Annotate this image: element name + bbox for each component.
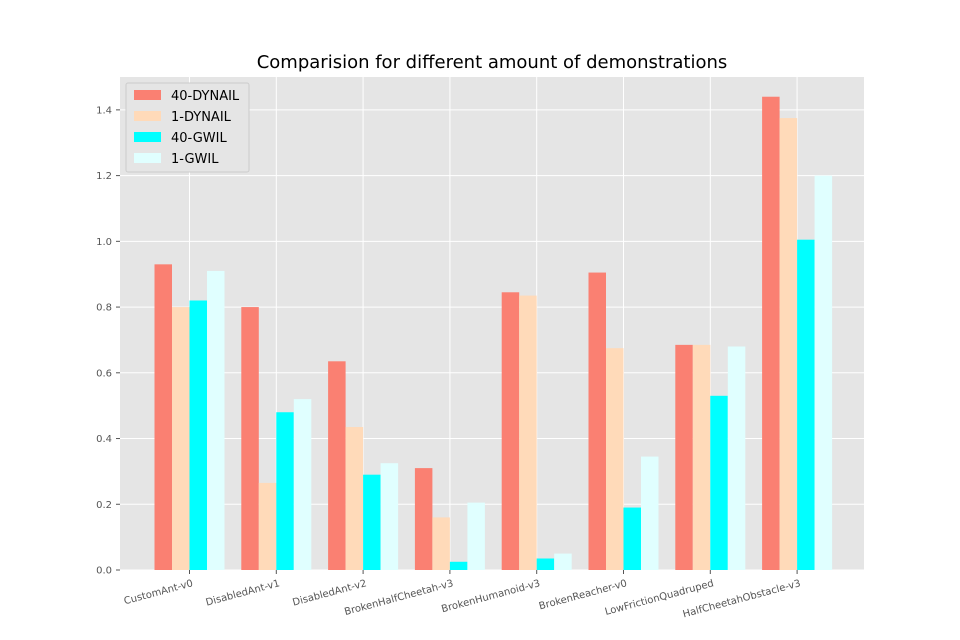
bar-40-gwil-0 [189,300,207,570]
bar-40-dynail-7 [762,96,780,570]
legend-swatch-40-gwil [134,132,161,142]
y-tick-label: 0.2 [96,500,112,511]
bar-1-dynail-4 [519,295,537,570]
legend-swatch-1-dynail [134,111,161,121]
bar-1-dynail-3 [432,517,450,570]
bar-1-dynail-6 [692,344,711,570]
bar-40-dynail-2 [328,361,346,570]
bar-1-dynail-5 [606,348,624,570]
bar-1-dynail-7 [779,118,798,570]
bar-40-dynail-6 [675,344,693,570]
bar-40-gwil-3 [449,561,468,570]
legend-label: 40-GWIL [171,131,227,146]
bar-1-gwil-7 [814,175,833,570]
bar-40-gwil-6 [710,395,728,570]
bar-40-dynail-5 [588,272,606,570]
bar-1-gwil-5 [641,456,659,570]
y-tick-label: 1.4 [96,105,112,116]
bar-40-gwil-4 [536,558,555,570]
bar-1-gwil-4 [554,553,572,570]
y-tick-label: 1.2 [96,171,112,182]
bar-40-dynail-4 [501,292,520,570]
legend-swatch-1-gwil [134,153,161,163]
y-tick-label: 1.0 [96,237,112,248]
bar-1-dynail-1 [258,482,277,570]
bar-1-gwil-1 [293,399,312,570]
chart-title: Comparision for different amount of demo… [257,52,728,73]
bar-1-gwil-0 [207,270,225,570]
bar-1-gwil-6 [727,346,746,570]
bar-40-gwil-1 [276,412,294,570]
y-tick-label: 0.8 [96,303,112,314]
bar-40-dynail-3 [414,468,433,570]
bar-1-gwil-2 [380,463,399,570]
bar-1-dynail-2 [345,427,364,570]
legend: 40-DYNAIL 1-DYNAIL 40-GWIL 1-GWIL [125,82,250,173]
bar-1-dynail-0 [172,307,190,570]
legend-label: 1-DYNAIL [171,110,232,125]
bar-40-gwil-7 [797,239,815,570]
bar-1-gwil-3 [467,502,485,570]
bar-40-dynail-1 [241,307,259,570]
y-axis-ticks: 0.0 0.2 0.4 0.6 0.8 1.0 1.2 1.4 [96,105,120,577]
y-tick-label: 0.6 [96,368,112,379]
legend-swatch-40-dynail [134,90,161,100]
legend-label: 1-GWIL [171,152,219,167]
legend-box [125,82,250,173]
y-tick-label: 0.0 [96,566,112,577]
bar-40-gwil-5 [623,507,641,570]
bar-40-dynail-0 [154,264,172,570]
legend-label: 40-DYNAIL [171,89,240,104]
bar-40-gwil-2 [363,474,381,570]
bars [154,96,833,570]
y-tick-label: 0.4 [96,434,112,445]
